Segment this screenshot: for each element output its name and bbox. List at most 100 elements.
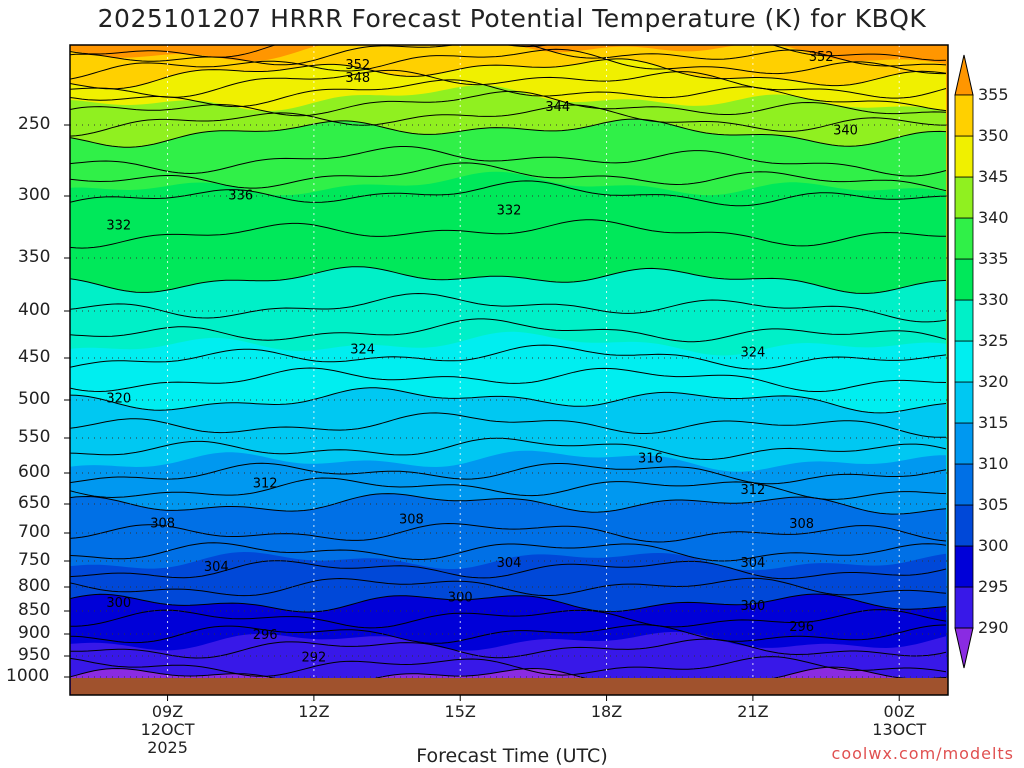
colorbar-swatch-290 (954, 586, 974, 629)
isentrope-306 (70, 542, 947, 562)
colorbar-label: 310 (978, 454, 1009, 473)
isentrope-346 (70, 79, 947, 112)
y-tick-label: 600 (18, 462, 51, 482)
isentrope-316 (70, 437, 947, 461)
isentrope-350 (70, 58, 947, 90)
contour-label: 348 (345, 71, 370, 86)
contour-label: 344 (545, 100, 570, 115)
colorbar-arrow-bottom (954, 627, 974, 669)
colorbar-swatch-305 (954, 463, 974, 506)
isentrope-352 (70, 48, 946, 80)
y-tick-label: 950 (18, 645, 51, 665)
colorbar-swatch-325 (954, 299, 974, 342)
x-tick-label-line: 09Z (151, 702, 184, 721)
colorbar-label: 320 (978, 372, 1009, 391)
isentrope-348 (70, 69, 947, 99)
y-tick-label: 800 (18, 576, 51, 596)
isentrope-336 (70, 162, 947, 192)
colorbar-label: 290 (978, 618, 1009, 637)
y-tick-label: 650 (18, 493, 51, 513)
isentrope-302 (70, 577, 947, 597)
contour-label: 340 (833, 123, 858, 138)
credit-text: coolwx.com/modelts (831, 744, 1014, 763)
x-tick-label: 12Z (274, 703, 354, 721)
colorbar-swatch-345 (954, 135, 974, 178)
colorbar-label: 350 (978, 126, 1009, 145)
isentrope-318 (70, 412, 947, 438)
colorbar-label: 335 (978, 249, 1009, 268)
y-tick-label: 300 (18, 185, 51, 205)
colorbar-label: 315 (978, 413, 1009, 432)
colorbar-arrow-top (954, 54, 974, 96)
contour-label: 312 (740, 483, 765, 498)
colorbar-label: 295 (978, 577, 1009, 596)
contour-label: 304 (204, 560, 229, 575)
contour-label: 292 (301, 650, 326, 665)
grid-lines (64, 45, 948, 701)
x-tick-label-line: 12OCT (140, 720, 195, 739)
contour-label: 304 (497, 556, 522, 571)
y-tick-label: 900 (18, 623, 51, 643)
x-tick-label: 09Z 12OCT 2025 (128, 703, 208, 757)
colorbar-label: 300 (978, 536, 1009, 555)
x-tick-label: 15Z (420, 703, 500, 721)
y-tick-label: 450 (18, 347, 51, 367)
isentrope-290 (70, 666, 947, 688)
contour-label: 312 (253, 476, 278, 491)
isentrope-324 (70, 344, 947, 370)
x-tick-label: 18Z (567, 703, 647, 721)
isentrope-330 (70, 266, 947, 294)
colorbar-label: 340 (978, 208, 1009, 227)
colorbar-swatch-330 (954, 258, 974, 301)
contour-label: 332 (106, 219, 131, 234)
colorbar-label: 325 (978, 331, 1009, 350)
x-tick-label-line: 00Z (883, 702, 915, 721)
isentrope-334 (70, 180, 947, 207)
x-tick-label-line: 12Z (298, 702, 330, 721)
contour-label: 324 (350, 343, 375, 358)
y-tick-label: 700 (18, 522, 51, 542)
isentrope-300 (70, 593, 947, 613)
colorbar-swatch-335 (954, 217, 974, 260)
y-tick-label: 550 (18, 427, 51, 447)
isentrope-294 (70, 638, 947, 659)
x-tick-label: 00Z 13OCT (859, 703, 939, 739)
temperature-bands (70, 45, 948, 695)
x-tick-label: 21Z (713, 703, 793, 721)
colorbar-swatch-350 (954, 94, 974, 137)
x-tick-label-line: 2025 (147, 738, 188, 757)
isentrope-312 (70, 477, 947, 500)
colorbar-label: 305 (978, 495, 1009, 514)
isentrope-322 (70, 367, 947, 393)
isentrope-340 (70, 118, 947, 148)
x-tick-label-line: 21Z (737, 702, 769, 721)
y-tick-label: 500 (18, 389, 51, 409)
x-tick-label-line: 18Z (590, 702, 623, 721)
isentrope-320 (70, 387, 947, 414)
isentrope-328 (70, 292, 947, 323)
isentrope-338 (70, 146, 947, 177)
contour-label: 308 (399, 513, 424, 528)
y-tick-label: 350 (18, 247, 51, 267)
colorbar-swatch-320 (954, 340, 974, 383)
contour-label: 300 (448, 591, 473, 606)
contour-label: 308 (150, 517, 175, 532)
x-axis-title: Forecast Time (UTC) (416, 745, 608, 767)
isentrope-310 (70, 493, 947, 515)
isentrope-contours (70, 45, 947, 688)
x-tick-label-line: 13OCT (872, 720, 927, 739)
terrain-strip (71, 678, 948, 695)
isentrope-308 (70, 522, 947, 543)
y-tick-label: 750 (18, 550, 51, 570)
contour-label: 304 (740, 556, 765, 571)
contour-label: 296 (253, 628, 278, 643)
contour-label: 352 (809, 50, 834, 65)
contour-label: 300 (106, 596, 131, 611)
colorbar-swatch-340 (954, 176, 974, 219)
plot-frame (69, 44, 949, 696)
isentrope-326 (70, 318, 947, 343)
colorbar (954, 54, 974, 669)
isentrope-296 (70, 624, 947, 644)
contour-label: 324 (740, 345, 765, 360)
